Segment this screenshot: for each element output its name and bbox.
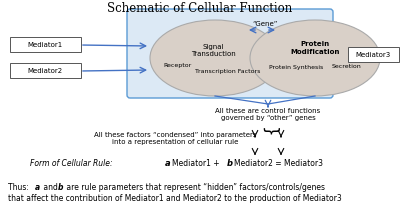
- Text: All these are control functions
governed by “other” genes: All these are control functions governed…: [215, 108, 321, 121]
- FancyBboxPatch shape: [348, 48, 398, 62]
- Text: All these factors “condensed” into parameters
into a representation of cellular : All these factors “condensed” into param…: [94, 132, 256, 145]
- Text: Form of Cellular Rule:: Form of Cellular Rule:: [30, 158, 113, 167]
- Text: “Gene”: “Gene”: [252, 21, 278, 27]
- Text: a: a: [165, 158, 171, 167]
- Text: that affect the contribution of Mediator1 and Mediator2 to the production of Med: that affect the contribution of Mediator…: [8, 194, 342, 203]
- FancyBboxPatch shape: [10, 37, 80, 53]
- FancyBboxPatch shape: [10, 64, 80, 79]
- Text: are rule parameters that represent “hidden” factors/controls/genes: are rule parameters that represent “hidd…: [64, 183, 325, 192]
- Text: Mediator1 +: Mediator1 +: [172, 158, 222, 167]
- Text: Transcription Factors: Transcription Factors: [195, 70, 261, 75]
- Text: Protein Synthesis: Protein Synthesis: [269, 64, 323, 70]
- Text: Signal
Transduction: Signal Transduction: [191, 44, 235, 57]
- Text: Schematic of Cellular Function: Schematic of Cellular Function: [107, 2, 293, 15]
- FancyBboxPatch shape: [127, 9, 333, 98]
- Text: }: }: [259, 127, 277, 138]
- Text: Mediator1: Mediator1: [27, 42, 63, 48]
- Text: b: b: [58, 183, 64, 192]
- Text: Thus:: Thus:: [8, 183, 31, 192]
- Text: Mediator3: Mediator3: [355, 52, 391, 58]
- Text: Mediator2 = Mediator3: Mediator2 = Mediator3: [234, 158, 323, 167]
- Text: b: b: [227, 158, 233, 167]
- Text: Protein
Modification: Protein Modification: [290, 42, 340, 55]
- Text: a: a: [35, 183, 40, 192]
- Ellipse shape: [250, 20, 380, 96]
- Ellipse shape: [150, 20, 280, 96]
- Text: Secretion: Secretion: [331, 64, 361, 70]
- Text: Mediator2: Mediator2: [28, 68, 62, 74]
- Text: and: and: [41, 183, 60, 192]
- Text: Receptor: Receptor: [164, 64, 192, 68]
